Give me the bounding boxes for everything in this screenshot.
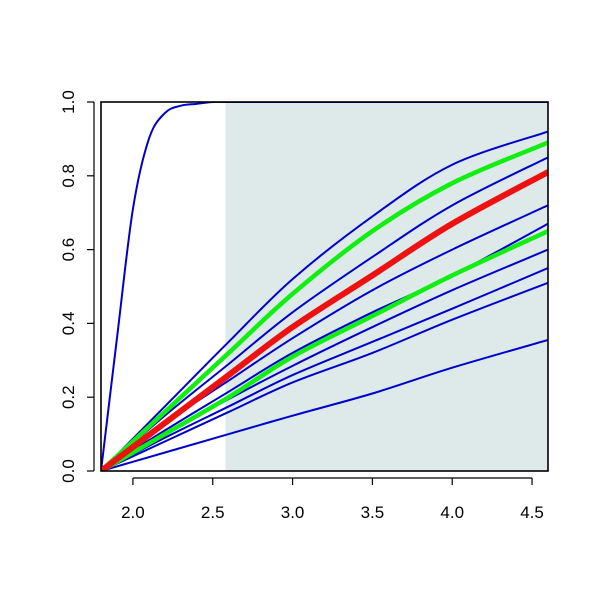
x-tick-label-0: 2.0 <box>121 503 145 522</box>
y-tick-label-5: 1.0 <box>59 90 78 114</box>
shaded-region-layer <box>226 102 548 471</box>
x-tick-label-5: 4.5 <box>520 503 544 522</box>
x-tick-label-4: 4.0 <box>440 503 464 522</box>
x-tick-label-3: 3.5 <box>361 503 385 522</box>
y-tick-label-4: 0.8 <box>59 164 78 188</box>
y-tick-label-1: 0.2 <box>59 385 78 409</box>
shaded-region <box>226 102 548 471</box>
y-tick-label-0: 0.0 <box>59 459 78 483</box>
x-tick-label-2: 3.0 <box>281 503 305 522</box>
y-tick-label-2: 0.4 <box>59 312 78 336</box>
y-tick-label-3: 0.6 <box>59 238 78 262</box>
x-tick-label-1: 2.5 <box>201 503 225 522</box>
